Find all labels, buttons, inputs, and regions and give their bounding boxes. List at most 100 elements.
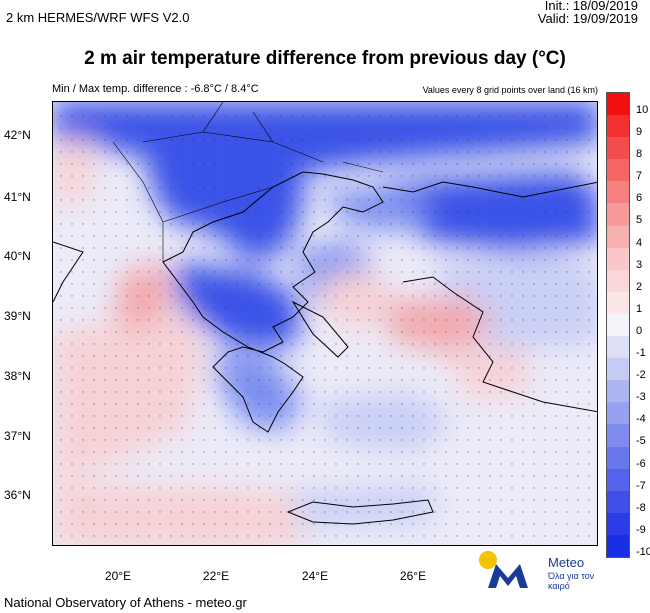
grid-dot <box>236 511 238 513</box>
grid-dot <box>445 499 447 501</box>
grid-dot <box>467 499 469 501</box>
grid-dot <box>346 439 348 441</box>
grid-dot <box>533 379 535 381</box>
grid-dot <box>566 235 568 237</box>
grid-dot <box>280 379 282 381</box>
legend-swatch <box>607 402 629 425</box>
grid-dot <box>511 331 513 333</box>
grid-dot <box>60 223 62 225</box>
grid-dot <box>104 295 106 297</box>
grid-dot <box>434 439 436 441</box>
grid-dot <box>401 151 403 153</box>
grid-dot <box>93 439 95 441</box>
grid-dot <box>225 211 227 213</box>
grid-dot <box>588 499 590 501</box>
grid-dot <box>214 223 216 225</box>
grid-dot <box>148 379 150 381</box>
grid-dot <box>445 283 447 285</box>
grid-dot <box>269 199 271 201</box>
grid-dot <box>313 115 315 117</box>
grid-dot <box>302 271 304 273</box>
grid-dot <box>434 499 436 501</box>
border-lines <box>112 102 384 262</box>
grid-dot <box>313 451 315 453</box>
grid-dot <box>104 499 106 501</box>
grid-dot <box>313 343 315 345</box>
grid-dot <box>60 475 62 477</box>
grid-dot <box>489 463 491 465</box>
grid-dot <box>500 283 502 285</box>
grid-dot <box>577 247 579 249</box>
grid-dot <box>247 391 249 393</box>
legend-swatch <box>607 313 629 337</box>
grid-dot <box>115 355 117 357</box>
grid-dot <box>489 391 491 393</box>
grid-dot <box>412 439 414 441</box>
legend-swatch <box>607 468 629 492</box>
grid-dot <box>478 151 480 153</box>
grid-dot <box>181 271 183 273</box>
grid-dot <box>313 367 315 369</box>
grid-dot <box>401 223 403 225</box>
grid-dot <box>137 259 139 261</box>
grid-dot <box>258 211 260 213</box>
grid-dot <box>390 271 392 273</box>
grid-dot <box>115 511 117 513</box>
grid-dot <box>566 187 568 189</box>
grid-dot <box>566 295 568 297</box>
grid-dot <box>126 379 128 381</box>
grid-dot <box>445 523 447 525</box>
grid-dot <box>588 439 590 441</box>
grid-dot <box>489 535 491 537</box>
grid-dot <box>192 355 194 357</box>
grid-dot <box>456 307 458 309</box>
grid-dot <box>533 499 535 501</box>
grid-dot <box>258 415 260 417</box>
grid-dot <box>324 535 326 537</box>
lat-label-36: 36°N <box>4 488 31 502</box>
grid-dot <box>588 271 590 273</box>
grid-dot <box>291 235 293 237</box>
grid-dot <box>104 307 106 309</box>
legend-swatch <box>607 93 629 116</box>
grid-dot <box>588 211 590 213</box>
grid-dot <box>456 427 458 429</box>
grid-dot <box>181 283 183 285</box>
grid-dot <box>104 451 106 453</box>
grid-dot <box>214 487 216 489</box>
grid-dot <box>500 115 502 117</box>
grid-dot <box>588 415 590 417</box>
grid-dot <box>401 283 403 285</box>
grid-dot <box>159 427 161 429</box>
lat-label-38: 38°N <box>4 369 31 383</box>
grid-dot <box>236 499 238 501</box>
grid-dot <box>544 259 546 261</box>
grid-dot <box>445 331 447 333</box>
grid-dot <box>357 463 359 465</box>
grid-dot <box>324 199 326 201</box>
grid-dot <box>478 367 480 369</box>
grid-dot <box>544 307 546 309</box>
grid-dot <box>577 487 579 489</box>
grid-dot <box>555 247 557 249</box>
grid-dot <box>522 271 524 273</box>
grid-dot <box>181 343 183 345</box>
grid-dot <box>148 523 150 525</box>
grid-dot <box>533 439 535 441</box>
grid-dot <box>93 499 95 501</box>
grid-dot <box>522 511 524 513</box>
grid-dot <box>269 163 271 165</box>
grid-dot <box>335 259 337 261</box>
grid-dot <box>82 211 84 213</box>
grid-dot <box>423 391 425 393</box>
grid-dot <box>467 439 469 441</box>
grid-dot <box>258 511 260 513</box>
grid-dot <box>247 355 249 357</box>
grid-dot <box>225 127 227 129</box>
grid-dot <box>467 475 469 477</box>
grid-dot <box>148 511 150 513</box>
grid-dot <box>170 163 172 165</box>
grid-dot <box>390 187 392 189</box>
grid-dot <box>423 259 425 261</box>
grid-dot <box>148 367 150 369</box>
